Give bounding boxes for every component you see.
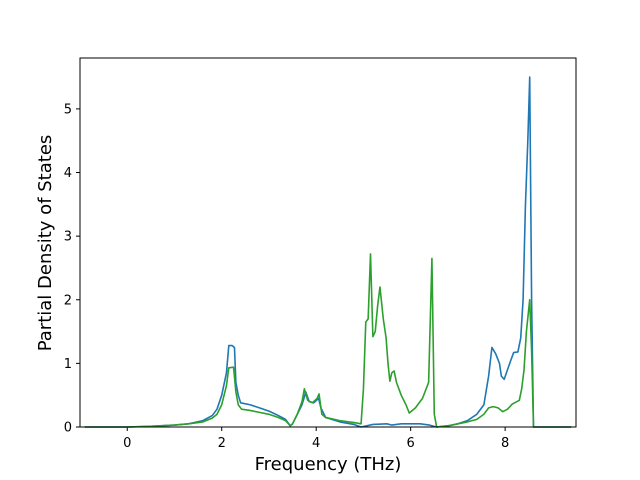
- x-axis-title: Frequency (THz): [255, 454, 402, 475]
- x-axis-ticks: 0 2 4 6 8: [123, 427, 509, 451]
- x-tick-label: 6: [407, 436, 415, 451]
- y-tick-label: 3: [64, 230, 72, 245]
- series-line-1: [84, 76, 572, 428]
- y-axis-title: Partial Density of States: [35, 135, 56, 352]
- y-tick-label: 2: [64, 293, 72, 308]
- y-tick-label: 5: [64, 102, 72, 117]
- series-line-2: [84, 253, 572, 428]
- y-tick-label: 1: [64, 357, 72, 372]
- y-tick-label: 0: [64, 421, 72, 436]
- x-tick-label: 2: [218, 436, 226, 451]
- plot-frame: [79, 57, 577, 428]
- x-tick-label: 8: [501, 436, 509, 451]
- x-tick-label: 4: [312, 436, 320, 451]
- y-axis-ticks: 0 1 2 3 4 5: [64, 102, 80, 436]
- x-tick-label: 0: [123, 436, 131, 451]
- y-tick-label: 4: [64, 166, 72, 181]
- series-lines: [84, 76, 572, 428]
- plot-area: [80, 58, 576, 427]
